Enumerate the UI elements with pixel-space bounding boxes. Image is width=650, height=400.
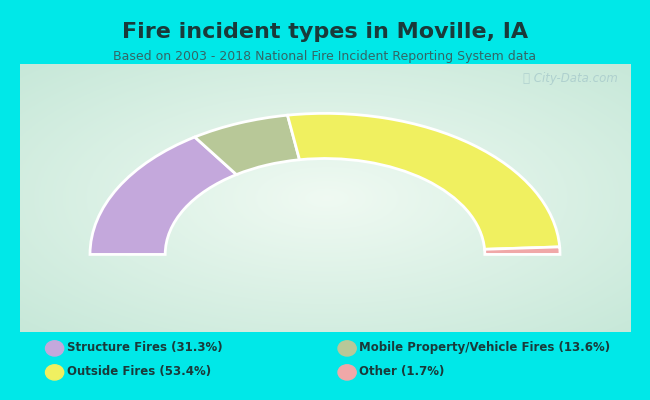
Text: ⓘ City-Data.com: ⓘ City-Data.com <box>523 72 618 85</box>
Text: Other (1.7%): Other (1.7%) <box>359 365 445 378</box>
Text: Outside Fires (53.4%): Outside Fires (53.4%) <box>67 365 211 378</box>
Text: Based on 2003 - 2018 National Fire Incident Reporting System data: Based on 2003 - 2018 National Fire Incid… <box>114 50 536 63</box>
Text: Fire incident types in Moville, IA: Fire incident types in Moville, IA <box>122 22 528 42</box>
Wedge shape <box>90 137 237 254</box>
Text: Mobile Property/Vehicle Fires (13.6%): Mobile Property/Vehicle Fires (13.6%) <box>359 341 610 354</box>
Wedge shape <box>287 113 560 249</box>
Text: Structure Fires (31.3%): Structure Fires (31.3%) <box>67 341 222 354</box>
Wedge shape <box>484 247 560 254</box>
Wedge shape <box>195 115 300 174</box>
